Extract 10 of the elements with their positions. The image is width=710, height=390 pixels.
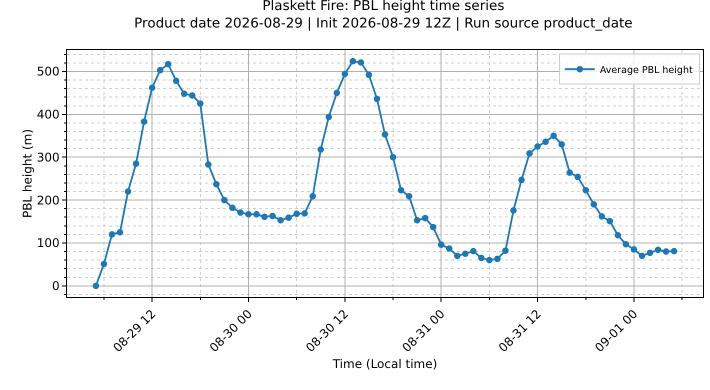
- y-axis-title: PBL height (m): [20, 128, 35, 218]
- chart-subtitle: Product date 2026-08-29 | Init 2026-08-29 12Z | Run source product_date: [134, 15, 633, 32]
- legend-label: Average PBL height: [600, 64, 693, 76]
- x-axis-title: Time (Local time): [332, 356, 438, 371]
- y-tick-label: 100: [36, 236, 60, 250]
- y-tick-label: 200: [36, 193, 60, 208]
- y-tick-label: 300: [36, 150, 60, 164]
- y-tick-label: 500: [36, 64, 60, 79]
- y-tick-label: 400: [36, 108, 60, 122]
- y-tick-label: 0: [52, 279, 60, 294]
